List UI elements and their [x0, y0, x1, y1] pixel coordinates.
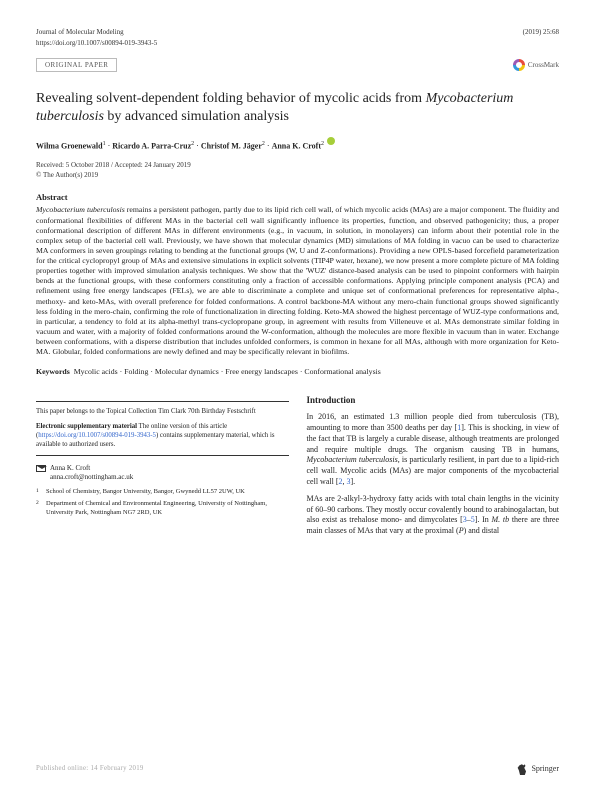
intro-paragraph-2: MAs are 2-alkyl-3-hydroxy fatty acids wi…	[307, 494, 560, 537]
affiliation-2: 2 Department of Chemical and Environment…	[36, 500, 289, 517]
author-3[interactable]: Christof M. Jäger	[201, 141, 262, 150]
festschrift-note: This paper belongs to the Topical Collec…	[36, 408, 289, 417]
intro-p2-e: ) and distal	[464, 526, 500, 535]
copyright: © The Author(s) 2019	[36, 171, 559, 180]
abstract-rest: remains a persistent pathogen, partly du…	[36, 205, 559, 356]
doi[interactable]: https://doi.org/10.1007/s00894-019-3943-…	[36, 39, 559, 48]
orcid-icon[interactable]	[327, 137, 335, 145]
aff-num-2: 2	[36, 500, 42, 517]
author-2-aff: 2	[191, 141, 194, 147]
intro-p1-ital: Mycobacterium tuberculosis	[307, 455, 398, 464]
abstract-ital: Mycobacterium tuberculosis	[36, 205, 125, 214]
affiliation-1: 1 School of Chemistry, Bangor University…	[36, 488, 289, 496]
journal-name: Journal of Molecular Modeling	[36, 28, 124, 37]
supp-link[interactable]: https://doi.org/10.1007/s00894-019-3943-…	[38, 432, 156, 439]
corresp-email[interactable]: anna.croft@nottingham.ac.uk	[50, 473, 133, 482]
divider	[36, 401, 289, 402]
intro-p1-e: ].	[350, 477, 355, 486]
supp-label: Electronic supplementary material	[36, 423, 137, 430]
abstract-heading: Abstract	[36, 192, 559, 203]
corresp-name: Anna K. Croft	[50, 464, 133, 473]
author-1-aff: 1	[103, 141, 106, 147]
title-text-post: by advanced simulation analysis	[104, 109, 289, 124]
citation: (2019) 25:68	[523, 28, 559, 37]
springer-horse-icon	[516, 763, 528, 775]
aff-text-1: School of Chemistry, Bangor University, …	[46, 488, 245, 496]
article-title: Revealing solvent-dependent folding beha…	[36, 90, 559, 126]
article-dates: Received: 5 October 2018 / Accepted: 24 …	[36, 161, 559, 170]
intro-paragraph-1: In 2016, an estimated 1.3 million people…	[307, 412, 560, 488]
author-4-aff: 2	[321, 141, 324, 147]
author-1[interactable]: Wilma Groenewald	[36, 141, 103, 150]
intro-p2-ital: M. tb	[492, 515, 510, 524]
mail-icon	[36, 465, 46, 472]
published-online: Published online: 14 February 2019	[36, 765, 144, 773]
supplementary-note: Electronic supplementary material The on…	[36, 423, 289, 449]
corresponding-author: Anna K. Croft anna.croft@nottingham.ac.u…	[36, 464, 289, 482]
author-3-aff: 2	[262, 141, 265, 147]
keywords-label: Keywords	[36, 367, 70, 376]
aff-num-1: 1	[36, 488, 42, 496]
springer-text: Springer	[531, 764, 559, 774]
aff-text-2: Department of Chemical and Environmental…	[46, 500, 289, 517]
author-4[interactable]: Anna K. Croft	[272, 141, 321, 150]
keywords-list: Mycolic acids · Folding · Molecular dyna…	[74, 367, 381, 376]
crossmark-icon	[513, 59, 525, 71]
divider	[36, 455, 289, 456]
title-text-pre: Revealing solvent-dependent folding beha…	[36, 91, 426, 106]
crossmark-button[interactable]: CrossMark	[513, 59, 559, 71]
crossmark-label: CrossMark	[528, 61, 559, 70]
author-2[interactable]: Ricardo A. Parra-Cruz	[112, 141, 191, 150]
keywords-line: Keywords Mycolic acids · Folding · Molec…	[36, 367, 559, 377]
intro-p2-c: ]. In	[475, 515, 492, 524]
springer-logo[interactable]: Springer	[516, 763, 559, 775]
introduction-heading: Introduction	[307, 395, 560, 406]
abstract-body: Mycobacterium tuberculosis remains a per…	[36, 205, 559, 357]
author-list: Wilma Groenewald1 · Ricardo A. Parra-Cru…	[36, 137, 559, 152]
article-type-badge: ORIGINAL PAPER	[36, 58, 117, 73]
